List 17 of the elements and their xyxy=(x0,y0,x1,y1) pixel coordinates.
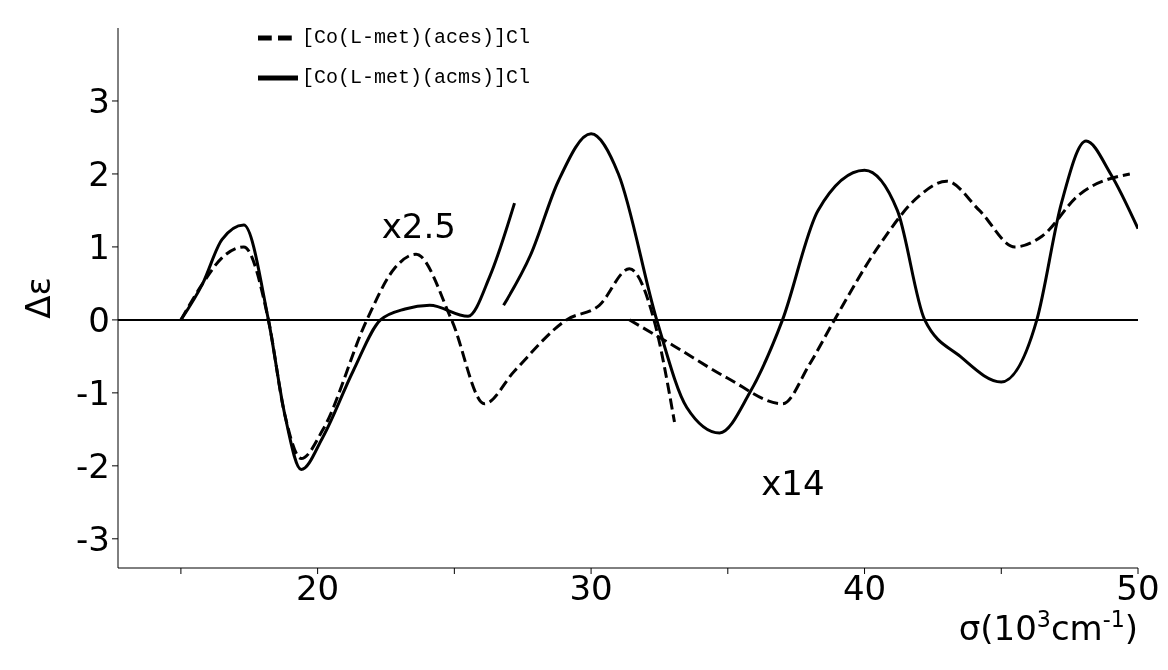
x-tick-label: 50 xyxy=(1116,568,1160,609)
y-tick-label: 3 xyxy=(88,81,110,122)
y-tick-label: 1 xyxy=(88,226,110,267)
legend-label: [Co(L-met)(aces)]Cl xyxy=(302,26,531,50)
y-tick-label: -3 xyxy=(76,518,110,559)
annotation: x14 xyxy=(761,463,825,503)
x-tick-label: 20 xyxy=(295,568,340,609)
x-tick-label: 30 xyxy=(569,568,613,609)
y-tick-label: -2 xyxy=(76,445,110,486)
annotation: x2.5 xyxy=(381,206,456,247)
x-axis-title: σ(10$^{3}$cm$^{-1}$) xyxy=(958,606,1138,648)
y-tick-label: 0 xyxy=(88,299,110,340)
x-tick-label: 40 xyxy=(842,568,887,609)
y-axis-title: Δε xyxy=(18,277,58,319)
y-tick-label: 2 xyxy=(88,154,110,195)
legend-label: [Co(L-met)(acms)]Cl xyxy=(302,66,531,90)
y-tick-label: -1 xyxy=(76,372,110,413)
